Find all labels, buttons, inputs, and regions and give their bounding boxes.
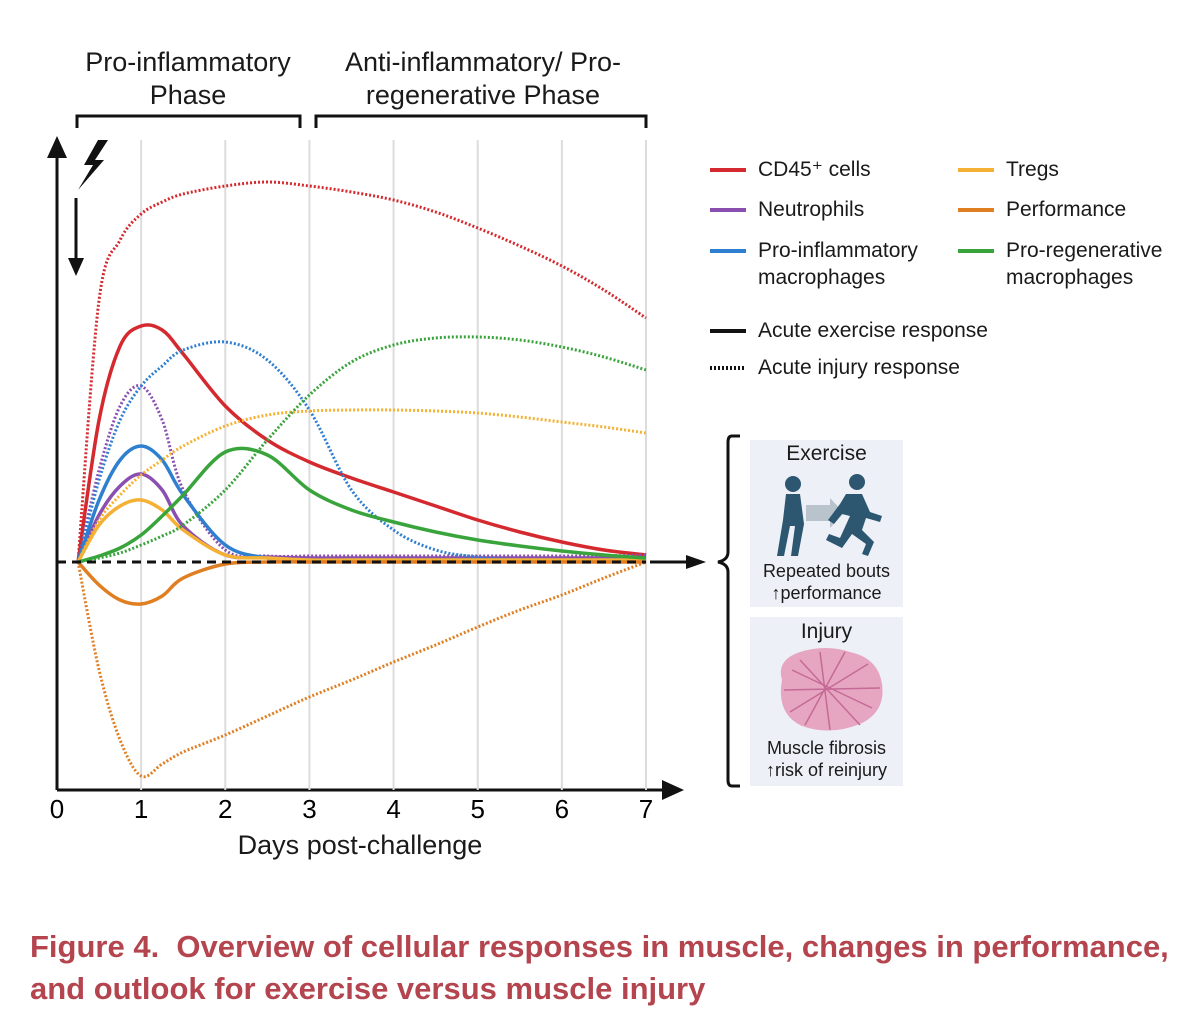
phase-bracket [75,114,302,128]
legend-label: Pro-regenerative macrophages [1006,239,1163,289]
panel-title: Exercise [786,442,867,465]
legend-label: Tregs [1006,158,1059,181]
legend-label: CD45⁺ cells [758,158,871,181]
exercise-line [76,472,646,563]
legend-swatch [710,249,746,253]
legend-swatch [710,168,746,172]
legend-label: Pro-inflammatory macrophages [758,239,918,289]
legend-swatch [958,168,994,172]
legend-label: Performance [1006,198,1127,221]
outlook-arrow-head [686,555,706,569]
injury-line [76,384,647,563]
legend-label: Neutrophils [758,198,865,221]
injury-icon [780,648,883,731]
injury-line [76,408,647,563]
exercise-line [76,498,646,563]
legend-swatch [958,208,994,212]
phase-label: Anti-inflammatory/ Pro-regenerative Phas… [344,47,622,110]
exercise-panel [750,440,903,607]
panel-text: Repeated bouts [762,561,891,581]
panel-text: ↑risk of reinjury [765,760,888,780]
x-tick-label: 2 [218,794,232,824]
legend-swatch [710,366,746,370]
legend-swatch [958,249,994,253]
injury-line [76,180,647,563]
x-tick-label: 1 [134,794,148,824]
exercise-line [76,444,646,563]
y-axis-arrow [47,136,67,158]
legend-label: Acute injury response [758,356,960,379]
x-tick-label: 5 [470,794,484,824]
down-arrow-head [68,258,84,276]
injury-line [77,335,647,564]
legend-swatch [710,208,746,212]
exercise-line [77,446,647,564]
panel-text: ↑performance [771,583,882,603]
x-tick-label: 4 [386,794,400,824]
x-axis-arrow [662,780,684,800]
x-tick-label: 7 [639,794,653,824]
phase-bracket [314,114,648,128]
x-tick-label: 3 [302,794,316,824]
panel-title: Injury [800,620,853,643]
exercise-line [76,323,647,563]
x-tick-label: 0 [50,794,64,824]
phase-label: Pro-inflammatory Phase [85,47,291,110]
x-axis-label: Days post-challenge [237,830,483,860]
legend-label: Acute exercise response [758,319,988,342]
x-tick-label: 6 [555,794,569,824]
exercise-line [76,560,646,606]
exercise-icon [777,474,882,556]
lightning-icon [78,140,108,190]
brace [717,434,740,788]
injury-line [76,340,646,563]
legend-swatch [710,329,746,333]
injury-line [76,560,647,779]
caption: Figure 4. Overview of cellular responses… [30,929,1178,1006]
panel-text: Muscle fibrosis [766,738,887,758]
